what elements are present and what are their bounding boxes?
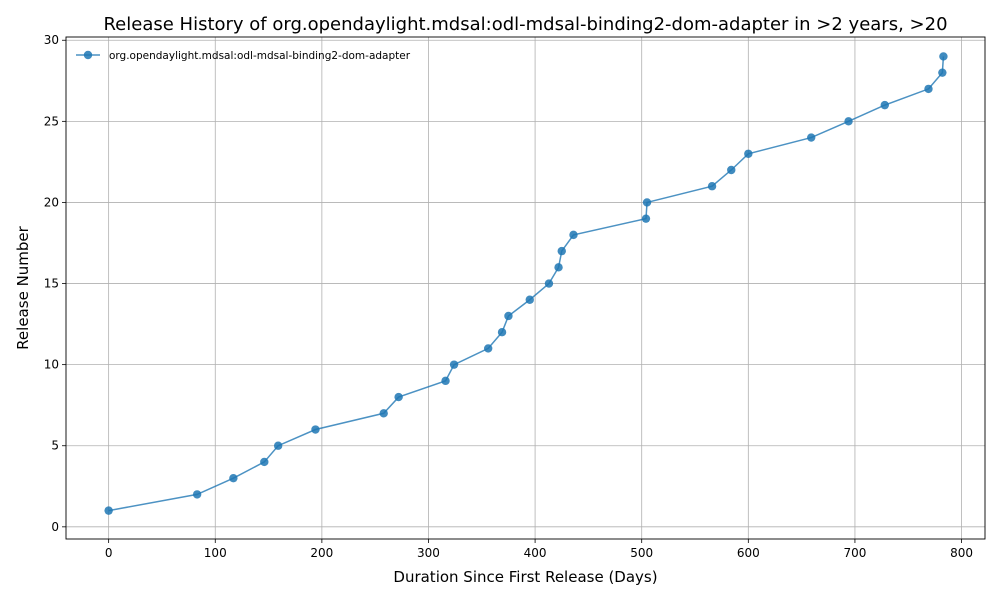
x-tick-label: 400	[524, 546, 547, 560]
data-point	[707, 182, 717, 191]
data-point	[939, 52, 948, 61]
y-tick-label: 30	[44, 33, 59, 47]
data-point	[104, 506, 113, 515]
data-point	[544, 279, 554, 288]
x-tick-label: 0	[105, 546, 113, 560]
x-axis-label: Duration Since First Release (Days)	[393, 568, 657, 586]
plot-frame	[65, 36, 986, 540]
series-layer	[104, 52, 948, 515]
data-point	[525, 295, 534, 304]
y-axis-label: Release Number	[14, 225, 32, 349]
data-point	[229, 473, 238, 483]
data-point	[311, 425, 320, 434]
data-point	[569, 230, 578, 240]
data-point	[449, 360, 459, 369]
y-tick-label: 15	[44, 277, 59, 291]
x-tick-label: 800	[950, 546, 973, 560]
y-tick-label: 20	[44, 195, 59, 209]
data-point	[394, 392, 403, 402]
y-tick-label: 0	[51, 520, 59, 534]
data-point	[260, 457, 269, 467]
y-tick-label: 25	[44, 114, 59, 128]
data-point	[938, 68, 947, 77]
data-point	[557, 246, 566, 256]
axis-ticks: 0 100 200 300 400 500 600 700 800 0 5 10 15 20 25 30	[44, 33, 973, 560]
grid	[66, 37, 985, 539]
data-point	[192, 490, 202, 499]
legend-marker	[83, 50, 93, 60]
legend: org.opendaylight.mdsal:odl-mdsal-binding…	[76, 50, 411, 62]
data-point	[880, 100, 889, 110]
data-point	[807, 133, 816, 142]
legend-label: org.opendaylight.mdsal:odl-mdsal-binding…	[109, 50, 411, 62]
y-tick-label: 10	[44, 358, 59, 372]
x-tick-label: 200	[310, 546, 333, 560]
data-point	[441, 376, 450, 386]
x-tick-label: 300	[417, 546, 440, 560]
data-point	[727, 165, 736, 175]
data-point	[744, 149, 753, 158]
data-point	[273, 441, 283, 450]
data-point	[379, 409, 388, 418]
x-tick-label: 700	[843, 546, 866, 560]
x-tick-label: 500	[630, 546, 653, 560]
data-point	[642, 198, 652, 207]
data-point	[483, 344, 493, 353]
data-point	[924, 84, 933, 94]
data-point	[844, 117, 853, 126]
x-tick-label: 100	[204, 546, 227, 560]
data-point	[641, 214, 651, 223]
data-point	[554, 263, 563, 272]
data-point	[497, 327, 507, 337]
y-tick-label: 5	[51, 439, 59, 453]
chart-title: Release History of org.opendaylight.mdsa…	[103, 14, 947, 35]
x-tick-label: 600	[737, 546, 760, 560]
data-point	[504, 311, 513, 321]
